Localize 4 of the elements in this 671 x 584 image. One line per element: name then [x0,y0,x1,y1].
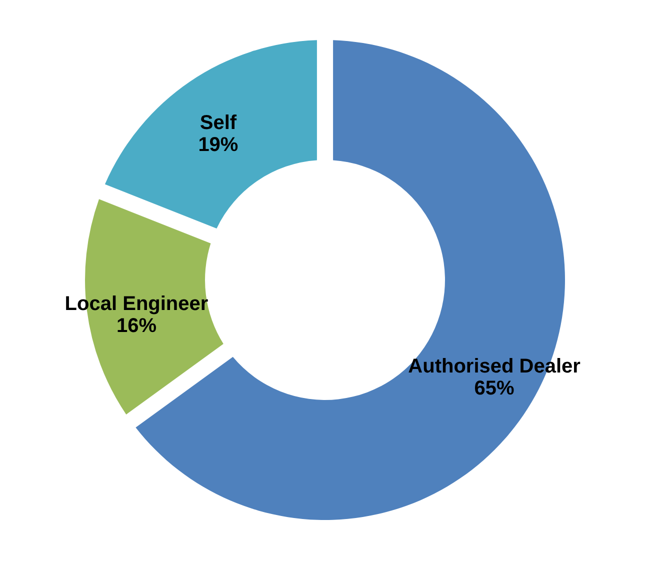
slice-label: Self [200,112,237,134]
data-label: 65% [474,377,515,400]
data-label: 16% [116,314,157,337]
data-label: 19% [198,134,238,156]
